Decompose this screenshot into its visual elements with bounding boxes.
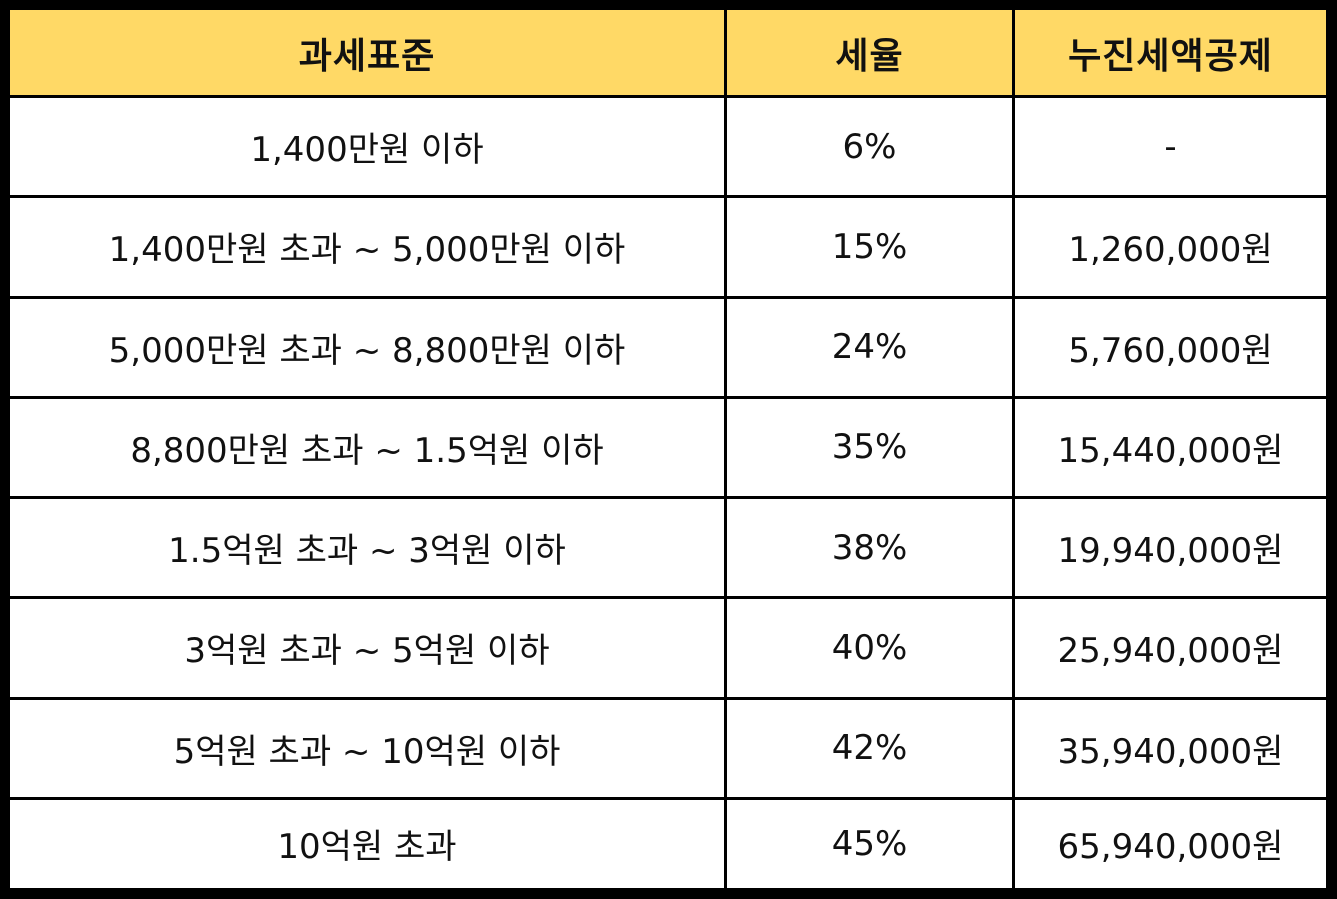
cell-tax-rate: 6% [727, 98, 1015, 199]
cell-deduction: 25,940,000원 [1015, 599, 1326, 700]
cell-tax-rate: 40% [727, 599, 1015, 700]
cell-tax-rate: 15% [727, 198, 1015, 299]
tax-rate-table: 과세표준 세율 누진세액공제 1,400만원 이하 6% - 1,400만원 초… [10, 10, 1326, 888]
cell-deduction: 35,940,000원 [1015, 699, 1326, 800]
cell-deduction: 19,940,000원 [1015, 499, 1326, 600]
table-row: 1,400만원 초과 ~ 5,000만원 이하 15% 1,260,000원 [10, 198, 1326, 299]
cell-tax-base: 1,400만원 초과 ~ 5,000만원 이하 [10, 198, 727, 299]
table-row: 1,400만원 이하 6% - [10, 98, 1326, 199]
table-row: 10억원 초과 45% 65,940,000원 [10, 799, 1326, 888]
cell-tax-rate: 35% [727, 398, 1015, 499]
tax-rate-table-container: 과세표준 세율 누진세액공제 1,400만원 이하 6% - 1,400만원 초… [10, 10, 1326, 888]
cell-deduction: 65,940,000원 [1015, 799, 1326, 888]
cell-tax-rate: 38% [727, 499, 1015, 600]
table-row: 8,800만원 초과 ~ 1.5억원 이하 35% 15,440,000원 [10, 398, 1326, 499]
cell-deduction: 15,440,000원 [1015, 398, 1326, 499]
table-header-row: 과세표준 세율 누진세액공제 [10, 10, 1326, 98]
cell-tax-base: 8,800만원 초과 ~ 1.5억원 이하 [10, 398, 727, 499]
cell-tax-base: 1.5억원 초과 ~ 3억원 이하 [10, 499, 727, 600]
header-tax-rate: 세율 [727, 10, 1015, 98]
cell-tax-rate: 42% [727, 699, 1015, 800]
cell-deduction: - [1015, 98, 1326, 199]
table-row: 5,000만원 초과 ~ 8,800만원 이하 24% 5,760,000원 [10, 298, 1326, 399]
header-progressive-deduction: 누진세액공제 [1015, 10, 1326, 98]
table-row: 5억원 초과 ~ 10억원 이하 42% 35,940,000원 [10, 699, 1326, 800]
cell-tax-base: 1,400만원 이하 [10, 98, 727, 199]
cell-tax-base: 10억원 초과 [10, 799, 727, 888]
header-tax-base: 과세표준 [10, 10, 727, 98]
table-row: 3억원 초과 ~ 5억원 이하 40% 25,940,000원 [10, 599, 1326, 700]
cell-tax-base: 3억원 초과 ~ 5억원 이하 [10, 599, 727, 700]
cell-tax-rate: 24% [727, 298, 1015, 399]
table-row: 1.5억원 초과 ~ 3억원 이하 38% 19,940,000원 [10, 499, 1326, 600]
cell-deduction: 5,760,000원 [1015, 298, 1326, 399]
cell-tax-base: 5억원 초과 ~ 10억원 이하 [10, 699, 727, 800]
cell-tax-base: 5,000만원 초과 ~ 8,800만원 이하 [10, 298, 727, 399]
cell-tax-rate: 45% [727, 799, 1015, 888]
cell-deduction: 1,260,000원 [1015, 198, 1326, 299]
